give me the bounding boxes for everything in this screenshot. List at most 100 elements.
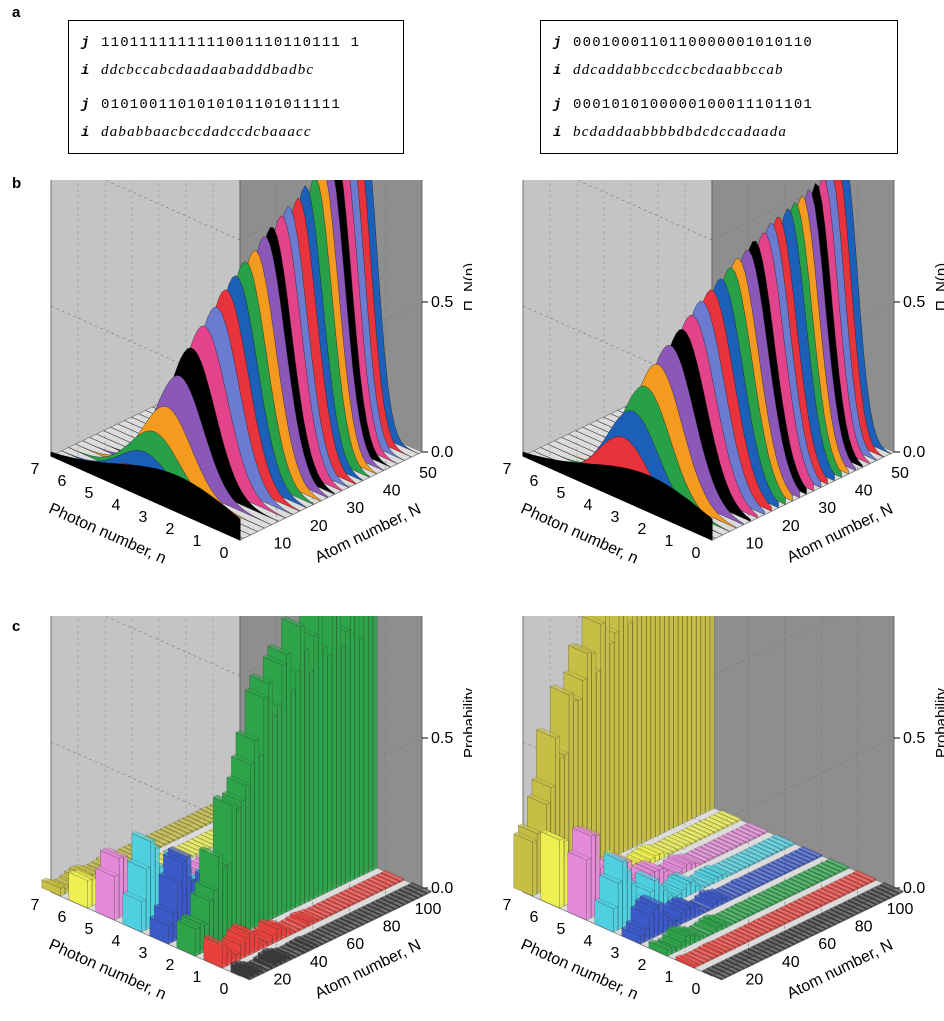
- photon-tick-label: 4: [112, 497, 121, 514]
- bar-top: [739, 874, 764, 886]
- bar-side: [245, 935, 250, 958]
- bar-side: [696, 616, 701, 818]
- bar-top: [738, 950, 763, 962]
- bar-top: [702, 942, 727, 953]
- bar-side: [341, 645, 346, 886]
- bar-top: [703, 914, 727, 925]
- bar-top: [549, 684, 574, 696]
- bar-top: [357, 906, 382, 918]
- bar-top: [190, 890, 214, 902]
- bar-top: [866, 888, 890, 900]
- bar-top: [353, 908, 377, 920]
- bar-side: [586, 857, 591, 921]
- bar-top: [594, 898, 619, 909]
- bar-top: [164, 824, 188, 836]
- bar-side: [686, 907, 691, 923]
- bar-top: [349, 885, 373, 897]
- panel-label-b: b: [12, 175, 22, 192]
- bar-top: [744, 897, 768, 909]
- bar-top: [689, 873, 714, 884]
- bar-top: [222, 790, 246, 802]
- z-tick-label: 0.0: [431, 880, 453, 897]
- bar-side: [345, 629, 351, 884]
- bar-top: [348, 910, 373, 922]
- bar-top: [798, 871, 823, 883]
- bar-top: [834, 879, 859, 890]
- bar-top: [689, 949, 713, 961]
- bar-side: [532, 839, 537, 897]
- bar-top: [726, 856, 750, 867]
- bar-top: [376, 872, 400, 884]
- bar-top: [767, 861, 791, 873]
- bar-side: [354, 616, 360, 880]
- bar-top: [789, 875, 814, 887]
- photon-tick-label: 6: [530, 909, 539, 926]
- bar-top: [581, 616, 606, 625]
- bar-top: [861, 891, 886, 902]
- bar-top: [753, 868, 777, 879]
- bar-top: [690, 823, 715, 835]
- bar-side: [681, 910, 686, 925]
- bar-top: [839, 876, 863, 888]
- bar-top: [757, 941, 781, 953]
- bar-top: [879, 882, 904, 893]
- bar-top: [694, 846, 719, 858]
- atom-tick-label: 50: [891, 465, 909, 482]
- photon-tick-label: 5: [85, 485, 94, 502]
- bar-top: [798, 896, 822, 908]
- bar-top: [599, 872, 623, 884]
- bar-top: [639, 894, 664, 905]
- bar-top: [771, 834, 796, 845]
- bar-side: [650, 616, 656, 840]
- bar-side: [685, 934, 691, 948]
- bar-side: [609, 641, 615, 859]
- bar-top: [68, 870, 93, 881]
- bar-top: [658, 862, 683, 874]
- bar-top: [258, 918, 282, 930]
- atom-axis-label: Atom number, N: [312, 501, 423, 567]
- bar-top: [163, 852, 187, 863]
- bar-side: [240, 943, 246, 960]
- photon-tick-label: 1: [193, 533, 202, 550]
- atom-tick-label: 80: [383, 919, 401, 936]
- bar-top: [321, 924, 346, 935]
- z-tick-label: 0.0: [903, 880, 925, 897]
- photon-tick-label: 0: [692, 545, 701, 562]
- bar-top: [376, 897, 400, 909]
- bar-top: [725, 957, 749, 968]
- bar-side: [678, 616, 683, 826]
- photon-tick-label: 3: [611, 945, 620, 962]
- bar-top: [829, 906, 854, 918]
- bar-side: [336, 616, 341, 889]
- bar-top: [335, 892, 359, 903]
- bar-top: [158, 872, 183, 883]
- bar-top: [568, 643, 592, 654]
- chart-c-right: 0.00.51.0Probability01234567Photon numbe…: [503, 616, 944, 1003]
- bar-top: [326, 921, 350, 933]
- bar-top: [677, 830, 701, 841]
- bar-top: [671, 896, 696, 907]
- bar-top: [735, 851, 760, 863]
- bar-side: [613, 906, 618, 933]
- bar-top: [403, 884, 427, 896]
- bar-top: [127, 858, 151, 870]
- bar-side: [659, 616, 665, 835]
- atom-tick-label: 30: [818, 500, 836, 517]
- bar-side: [259, 754, 264, 926]
- bar-side: [700, 616, 706, 815]
- bar-top: [825, 858, 850, 869]
- photon-tick-label: 7: [31, 461, 40, 478]
- bar-top: [693, 920, 718, 932]
- bar-side: [281, 662, 287, 915]
- panel-label-a: a: [12, 4, 21, 21]
- bar-top: [707, 965, 731, 977]
- bar-side: [632, 616, 638, 848]
- photon-tick-label: 1: [665, 533, 674, 550]
- atom-tick-label: 20: [782, 518, 800, 535]
- bar-top: [362, 904, 386, 915]
- bar-top: [285, 940, 309, 952]
- bar-top: [780, 880, 804, 891]
- bar-top: [775, 932, 799, 944]
- bar-top: [330, 894, 355, 906]
